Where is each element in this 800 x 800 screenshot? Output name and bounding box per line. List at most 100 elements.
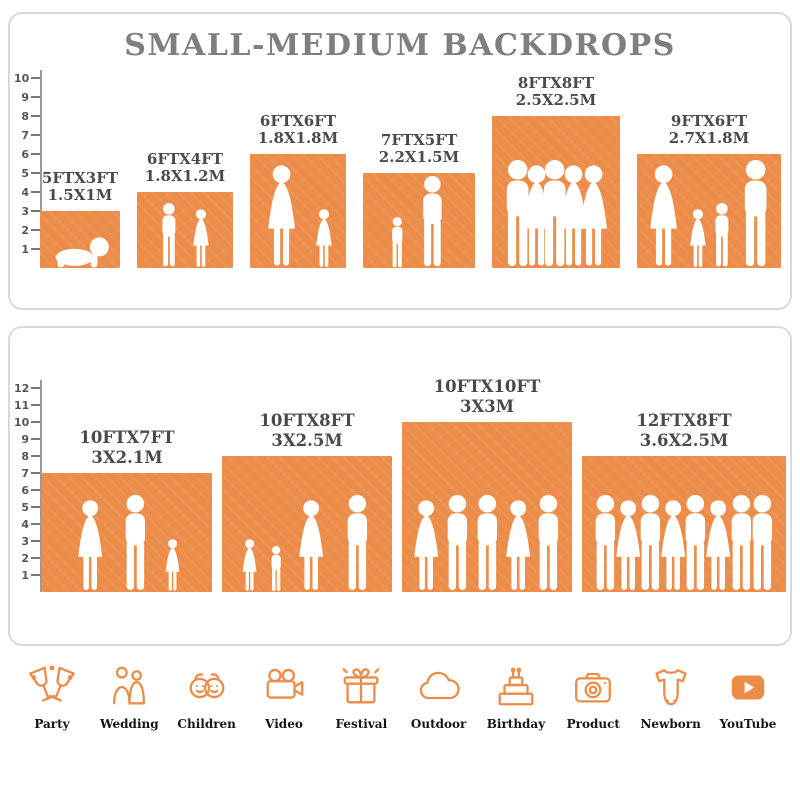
- tick-number: 2: [21, 223, 29, 237]
- woman-silhouette: [498, 500, 538, 592]
- tick-mark: [31, 557, 40, 559]
- ruler-tick-5: 5: [14, 166, 40, 180]
- backdrop-bar: 10FTX7FT 3X2.1M: [42, 428, 212, 592]
- ruler-tick-11: 11: [14, 398, 40, 412]
- man-silhouette: [631, 495, 670, 592]
- tick-mark: [31, 438, 40, 440]
- panel-small-backdrops: SMALL-MEDIUM BACKDROPS 1 2 3 4 5 6 7 8 9 10 5FTX3…: [8, 12, 792, 310]
- man-silhouette: [116, 495, 155, 592]
- category-label: Birthday: [486, 717, 546, 731]
- tick-mark: [31, 540, 40, 542]
- youtube-icon: [725, 664, 771, 710]
- backdrop-swatch: [637, 154, 781, 268]
- backdrop-swatch: [40, 211, 120, 268]
- tick-number: 5: [21, 166, 29, 180]
- backdrop-size-label: 8FTX8FT 2.5X2.5M: [516, 73, 596, 110]
- ruler-tick-1: 1: [14, 568, 40, 582]
- tick-number: 6: [21, 483, 29, 497]
- tick-number: 4: [21, 517, 29, 531]
- category-label: Wedding: [100, 717, 159, 731]
- backdrop-size-label: 6FTX6FT 1.8X1.8M: [258, 111, 338, 148]
- tick-number: 9: [21, 432, 29, 446]
- ruler-tick-7: 7: [14, 466, 40, 480]
- backdrop-bar: 6FTX4FT 1.8X1.2M: [137, 149, 233, 268]
- backdrop-size-label: 10FTX10FT 3X3M: [434, 377, 541, 416]
- tick-number: 8: [21, 109, 29, 123]
- people-silhouettes: [492, 159, 620, 268]
- size-feet: 5FTX3FT: [41, 168, 119, 187]
- size-feet: 6FTX4FT: [146, 149, 224, 168]
- man-silhouette: [722, 495, 761, 592]
- size-feet: 8FTX8FT: [517, 73, 595, 92]
- size-feet: 10FTX8FT: [259, 411, 355, 431]
- people-silhouettes: [582, 495, 786, 592]
- tick-number: 6: [21, 147, 29, 161]
- girl-silhouette: [685, 209, 711, 268]
- woman-silhouette: [571, 165, 616, 268]
- tick-mark: [31, 96, 40, 98]
- ruler-tick-2: 2: [14, 551, 40, 565]
- category-label: Video: [265, 717, 303, 731]
- tick-number: 11: [14, 398, 30, 412]
- ruler-axis-line: [40, 70, 42, 268]
- woman-silhouette: [291, 500, 331, 592]
- page-title: SMALL-MEDIUM BACKDROPS: [124, 28, 676, 63]
- backdrop-bar: 12FTX8FT 3.6X2.5M: [582, 411, 786, 592]
- category-party: Party: [16, 664, 88, 731]
- size-meters: 3X2.1M: [91, 447, 163, 467]
- woman-silhouette: [514, 165, 559, 268]
- category-label: Party: [34, 717, 70, 731]
- size-meters: 3X2.5M: [271, 430, 343, 450]
- size-feet: 12FTX8FT: [636, 411, 732, 431]
- backdrop-size-label: 12FTX8FT 3.6X2.5M: [636, 411, 731, 450]
- category-festival: Festival: [325, 664, 397, 731]
- woman-silhouette: [698, 500, 738, 592]
- category-wedding: Wedding: [93, 664, 165, 731]
- tick-mark: [31, 229, 40, 231]
- category-label: Festival: [335, 717, 388, 731]
- boy-silhouette: [709, 203, 735, 268]
- ruler-tick-4: 4: [14, 517, 40, 531]
- man-silhouette: [586, 495, 625, 592]
- ruler-tick-6: 6: [14, 483, 40, 497]
- girl-silhouette: [238, 539, 261, 592]
- tick-mark: [31, 115, 40, 117]
- girl-silhouette: [188, 209, 214, 268]
- people-silhouettes: [250, 165, 346, 268]
- backdrop-swatch: [250, 154, 346, 268]
- woman-silhouette: [70, 500, 110, 592]
- people-silhouettes: [137, 203, 233, 268]
- size-meters: 3X3M: [459, 396, 515, 416]
- people-silhouettes: [40, 236, 120, 268]
- ruler-tick-4: 4: [14, 185, 40, 199]
- tick-mark: [31, 248, 40, 250]
- backdrop-bar: 10FTX10FT 3X3M: [402, 377, 572, 592]
- ruler-tick-5: 5: [14, 500, 40, 514]
- tick-number: 2: [21, 551, 29, 565]
- girl-silhouette: [311, 209, 337, 268]
- ruler-axis-line: [40, 380, 42, 592]
- size-feet: 7FTX5FT: [380, 130, 458, 149]
- ruler-tick-1: 1: [14, 242, 40, 256]
- tick-mark: [31, 134, 40, 136]
- backdrop-bar: 9FTX6FT 2.7X1.8M: [637, 111, 781, 268]
- tick-mark: [31, 172, 40, 174]
- tick-mark: [31, 421, 40, 423]
- children-icon: [184, 664, 230, 710]
- birthday-icon: [493, 664, 539, 710]
- ruler-tick-8: 8: [14, 449, 40, 463]
- tick-number: 5: [21, 500, 29, 514]
- ruler-tick-9: 9: [14, 90, 40, 104]
- toddler-silhouette: [267, 546, 285, 592]
- size-feet: 9FTX6FT: [670, 111, 748, 130]
- woman-silhouette: [259, 165, 304, 268]
- ruler-tick-6: 6: [14, 147, 40, 161]
- size-feet: 6FTX6FT: [259, 111, 337, 130]
- backdrop-size-label: 7FTX5FT 2.2X1.5M: [379, 130, 459, 167]
- category-label: Outdoor: [410, 717, 467, 731]
- backdrop-size-label: 10FTX8FT 3X2.5M: [259, 411, 354, 450]
- ruler-tick-12: 12: [14, 381, 40, 395]
- ruler-tick-7: 7: [14, 128, 40, 142]
- tick-mark: [31, 472, 40, 474]
- party-icon: [29, 664, 75, 710]
